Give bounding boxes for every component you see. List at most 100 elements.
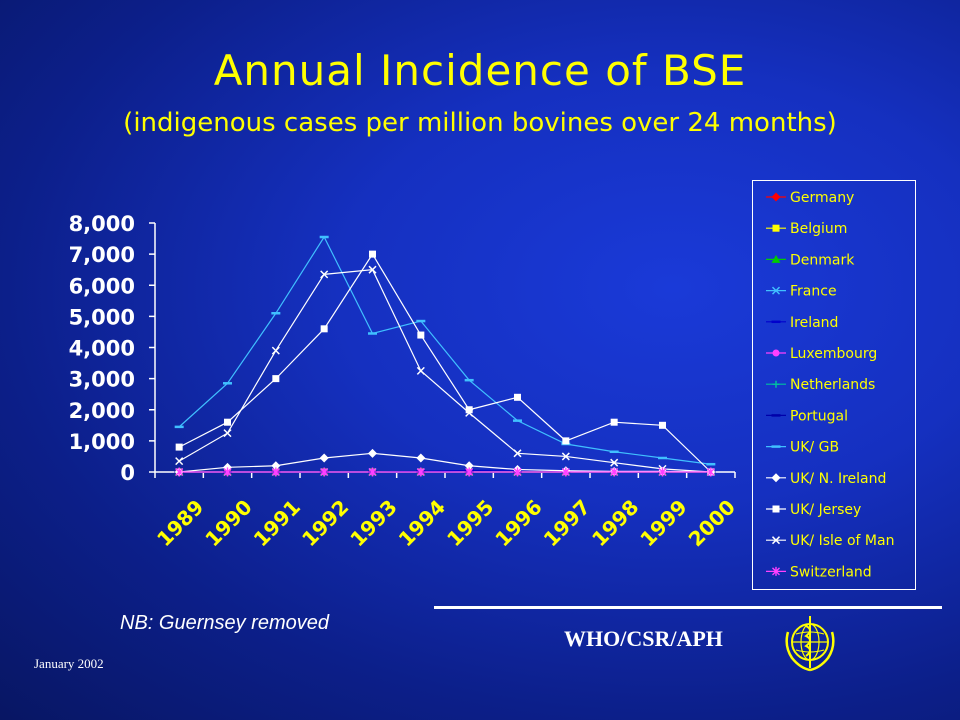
series-line bbox=[178, 235, 711, 465]
chart-axes: 0 1,000 2,000 3,000 4,000 5,000 6,000 7,000 8,00… bbox=[69, 212, 740, 551]
legend-frame bbox=[752, 180, 916, 590]
legend-entry: Netherlands bbox=[766, 377, 875, 393]
data-point bbox=[368, 448, 377, 458]
data-point bbox=[224, 418, 231, 426]
data-point bbox=[368, 265, 377, 274]
data-point bbox=[561, 452, 570, 461]
legend-entry: Belgium bbox=[766, 221, 847, 237]
y-tick-label: 6,000 bbox=[69, 274, 135, 298]
footer-divider bbox=[434, 606, 942, 609]
data-point bbox=[271, 467, 280, 477]
x-tick-label: 1998 bbox=[587, 495, 643, 551]
legend-entry: UK/ Isle of Man bbox=[766, 533, 894, 549]
who-emblem-icon bbox=[785, 616, 835, 672]
data-point bbox=[320, 467, 329, 477]
data-point bbox=[465, 408, 474, 417]
y-tick-label: 3,000 bbox=[69, 368, 135, 392]
data-point bbox=[659, 421, 666, 429]
legend-label: Belgium bbox=[790, 221, 847, 237]
legend-label: Denmark bbox=[790, 252, 855, 268]
legend-label: Switzerland bbox=[790, 564, 872, 580]
data-point bbox=[320, 270, 329, 279]
data-point bbox=[658, 467, 667, 477]
legend-entry: Luxembourg bbox=[766, 346, 877, 362]
y-tick-label: 1,000 bbox=[69, 430, 135, 454]
legend-entry: Switzerland bbox=[766, 564, 872, 580]
data-point bbox=[610, 458, 619, 467]
legend-label: UK/ GB bbox=[790, 440, 839, 456]
data-point bbox=[175, 457, 184, 466]
legend-swatch-marker bbox=[772, 566, 780, 576]
data-point bbox=[514, 393, 521, 401]
data-point bbox=[175, 467, 184, 477]
data-point bbox=[416, 366, 425, 375]
data-point bbox=[561, 467, 570, 477]
series-line bbox=[178, 269, 711, 473]
page-subtitle: (indigenous cases per million bovines ov… bbox=[123, 108, 837, 138]
data-point bbox=[562, 437, 570, 445]
data-point bbox=[610, 418, 618, 426]
y-tick-label: 5,000 bbox=[69, 305, 135, 329]
series-uk-isle-of-man bbox=[175, 265, 715, 477]
legend-swatch-marker bbox=[771, 536, 781, 545]
legend-entry: UK/ GB bbox=[766, 440, 839, 456]
legend-swatch-marker bbox=[772, 349, 780, 357]
y-tick-label: 8,000 bbox=[69, 212, 135, 236]
x-tick-label: 1999 bbox=[635, 495, 691, 551]
x-tick-label: 1996 bbox=[490, 495, 546, 551]
legend-entry: Denmark bbox=[766, 252, 855, 268]
x-tick-label: 2000 bbox=[684, 495, 740, 551]
legend-entry: Portugal bbox=[766, 408, 848, 424]
data-point bbox=[223, 429, 232, 438]
legend-swatch-marker bbox=[772, 380, 780, 388]
data-point bbox=[271, 461, 281, 471]
data-point bbox=[706, 467, 715, 477]
legend-entry: Germany bbox=[766, 190, 854, 206]
legend-swatch-marker bbox=[772, 224, 780, 232]
legend-label: France bbox=[790, 284, 837, 300]
legend-swatch-marker bbox=[771, 473, 781, 483]
y-tick-label: 4,000 bbox=[69, 337, 135, 361]
data-point bbox=[271, 346, 280, 355]
organization-label: WHO/CSR/APH bbox=[564, 626, 723, 651]
footnote: NB: Guernsey removed bbox=[120, 612, 329, 634]
legend-label: Netherlands bbox=[790, 377, 875, 393]
data-point bbox=[416, 467, 425, 477]
x-tick-label: 1990 bbox=[200, 495, 256, 551]
x-tick-label: 1995 bbox=[442, 495, 498, 551]
data-point bbox=[416, 453, 426, 463]
legend-label: Germany bbox=[790, 190, 854, 206]
legend-entry: UK/ N. Ireland bbox=[766, 471, 886, 487]
y-tick-label: 7,000 bbox=[69, 243, 135, 267]
data-point bbox=[513, 467, 522, 477]
legend-label: Luxembourg bbox=[790, 346, 877, 362]
data-point bbox=[464, 461, 474, 471]
data-point bbox=[223, 467, 232, 477]
legend-label: UK/ Isle of Man bbox=[790, 533, 894, 549]
series-line bbox=[178, 252, 712, 473]
data-point bbox=[175, 443, 183, 451]
data-point bbox=[319, 453, 329, 463]
data-point bbox=[368, 467, 377, 477]
legend-swatch-marker bbox=[771, 254, 781, 263]
legend-label: Ireland bbox=[790, 315, 838, 331]
data-point bbox=[417, 331, 425, 339]
legend-label: Portugal bbox=[790, 408, 848, 424]
chart-series bbox=[174, 235, 716, 477]
series-switzerland bbox=[175, 467, 715, 477]
data-point bbox=[610, 467, 619, 477]
x-tick-label: 1991 bbox=[249, 495, 305, 551]
series-line bbox=[179, 452, 711, 473]
legend-entry: Ireland bbox=[766, 315, 838, 331]
legend-label: UK/ N. Ireland bbox=[790, 471, 886, 487]
legend-entry: UK/ Jersey bbox=[766, 502, 861, 518]
data-point bbox=[369, 250, 376, 258]
data-point bbox=[465, 467, 474, 477]
x-tick-label: 1992 bbox=[297, 495, 353, 551]
data-point bbox=[513, 449, 522, 458]
date-label: January 2002 bbox=[34, 656, 104, 671]
x-tick-label: 1989 bbox=[152, 495, 208, 551]
legend-entry: France bbox=[766, 284, 837, 300]
x-tick-label: 1994 bbox=[394, 495, 450, 551]
